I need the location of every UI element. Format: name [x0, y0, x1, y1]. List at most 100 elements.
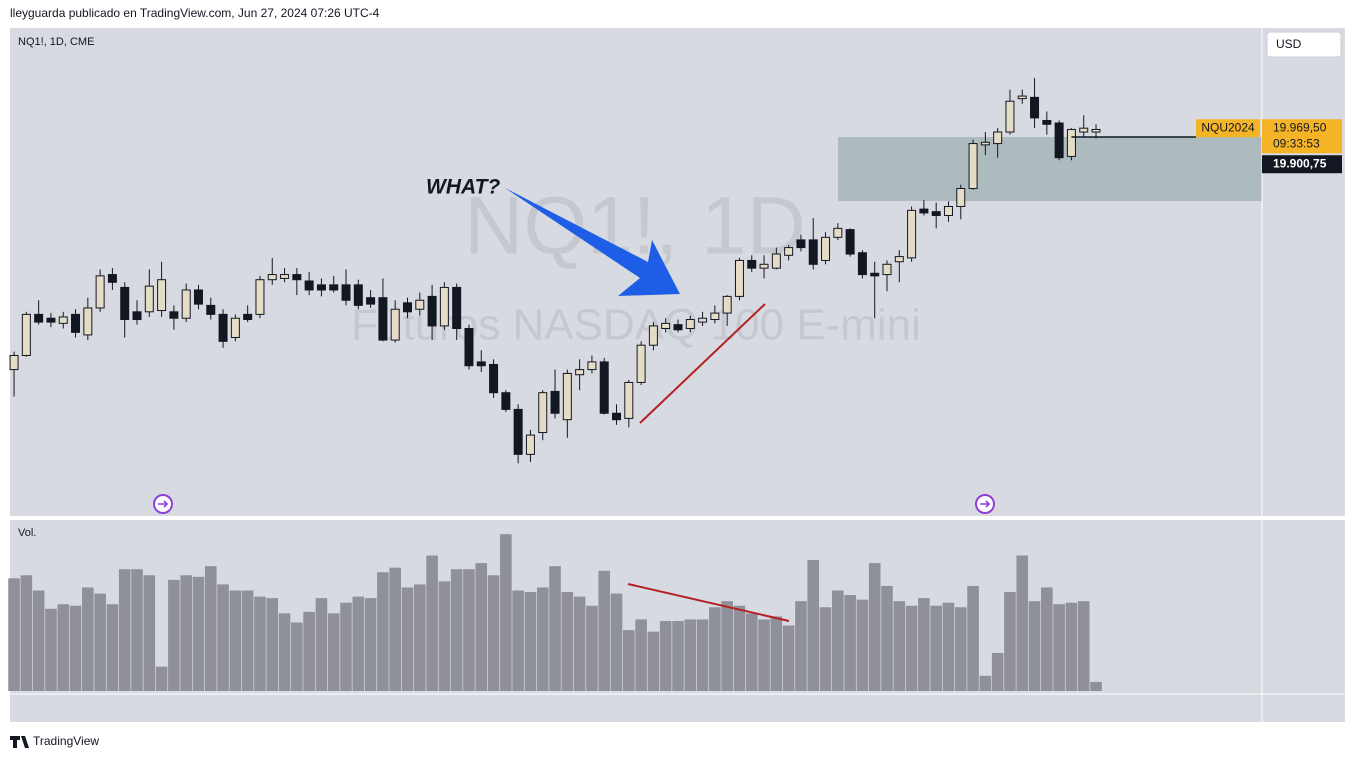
candle-body — [9, 354, 19, 371]
candle-body — [292, 274, 302, 281]
candle-body — [907, 209, 917, 259]
candle-body — [661, 322, 671, 330]
volume-bar — [352, 596, 365, 691]
currency-button[interactable] — [1266, 31, 1342, 58]
volume-bar — [278, 613, 291, 691]
volume-bar — [684, 619, 697, 691]
volume-bar — [1016, 555, 1029, 691]
volume-bar — [32, 590, 45, 691]
candle-body — [255, 279, 265, 315]
candle-body — [329, 284, 339, 291]
candle-body — [538, 392, 548, 434]
candle-body — [648, 325, 658, 346]
volume-bar — [709, 607, 721, 691]
series-label: NQU2024 — [1201, 120, 1255, 134]
currency: USD — [1276, 37, 1302, 51]
volume-trend-line — [627, 583, 790, 622]
volume-bar — [745, 613, 758, 691]
candle-body — [341, 284, 351, 301]
symbol-legend: NQ1!, 1D, CME — [18, 36, 94, 48]
candle-body — [784, 247, 794, 256]
volume-bar — [463, 569, 475, 691]
volume-bar — [905, 605, 918, 691]
candle-body — [181, 289, 191, 319]
candle-body — [280, 274, 290, 279]
volume-bar — [45, 608, 57, 691]
volume-bar — [192, 576, 205, 691]
volume-bar — [647, 631, 660, 691]
volume-bar — [413, 584, 426, 691]
volume-bar — [315, 598, 328, 691]
volume-bar — [327, 613, 340, 691]
candle-body — [833, 227, 843, 238]
volume-bar — [586, 605, 598, 691]
candle-body — [857, 252, 867, 276]
candle-body — [722, 295, 732, 314]
volume-bar — [918, 598, 930, 691]
volume-bar — [426, 555, 438, 691]
volume-bar — [819, 607, 832, 691]
volume-bar — [69, 605, 82, 691]
volume-bar — [942, 602, 955, 691]
volume-bar — [487, 575, 500, 691]
candle-body — [83, 307, 93, 336]
candle-body — [427, 295, 437, 327]
candle-body — [993, 131, 1003, 145]
marks — [8, 78, 1196, 691]
candle-body — [402, 302, 412, 313]
candle-body — [513, 408, 523, 455]
volume-bar — [659, 620, 672, 691]
volume-bar — [672, 620, 684, 691]
candle-body — [968, 143, 978, 190]
candle-body — [107, 274, 117, 283]
volume-bar — [438, 581, 451, 691]
volume-bar — [20, 575, 33, 691]
volume-bar — [807, 560, 820, 691]
candle-body — [673, 324, 683, 331]
volume-bar — [536, 587, 549, 691]
volume-bar — [1065, 602, 1078, 691]
candle-body — [636, 344, 646, 383]
candle-body — [894, 256, 904, 263]
volume-bar — [401, 587, 414, 691]
candle-body — [452, 286, 462, 330]
event-icon-arrow — [158, 500, 169, 508]
volume-bar — [758, 619, 770, 691]
volume-bar — [795, 601, 807, 691]
candle-body — [1042, 119, 1052, 125]
volume-bar — [254, 596, 266, 691]
volume-bar — [204, 566, 217, 691]
candle-body — [464, 328, 474, 367]
candle-body — [808, 239, 818, 265]
candle-body — [710, 312, 720, 321]
volume-bar — [8, 578, 20, 691]
candle-body — [489, 363, 499, 394]
price-labels: NQU2024 19.969,50 09:33:53 19.900,75 — [1196, 119, 1342, 174]
volume-bar — [549, 566, 561, 691]
candle-body — [501, 392, 511, 410]
volume-bar — [106, 604, 119, 691]
candle-body — [931, 211, 941, 216]
volume-bar — [573, 596, 586, 691]
trend-line — [639, 303, 766, 424]
candle-body — [366, 297, 376, 305]
candle-body — [796, 239, 806, 249]
volume-bar — [266, 598, 279, 691]
candle-body — [206, 304, 216, 315]
candle-body — [943, 206, 953, 216]
candle-body — [1066, 128, 1076, 157]
volume-bar — [524, 592, 537, 691]
arrow — [505, 188, 680, 296]
candle-body — [71, 313, 81, 333]
candle-body — [1079, 127, 1089, 133]
volume-bar — [241, 590, 254, 691]
contract-price-label: 19.969,50 — [1273, 120, 1327, 134]
candle-body — [34, 313, 44, 323]
candle-body — [525, 434, 535, 455]
candle-body — [353, 284, 363, 306]
candle-body — [759, 263, 769, 269]
volume-bar — [475, 563, 488, 691]
volume-bar — [1004, 592, 1016, 691]
candle-body — [882, 263, 892, 276]
